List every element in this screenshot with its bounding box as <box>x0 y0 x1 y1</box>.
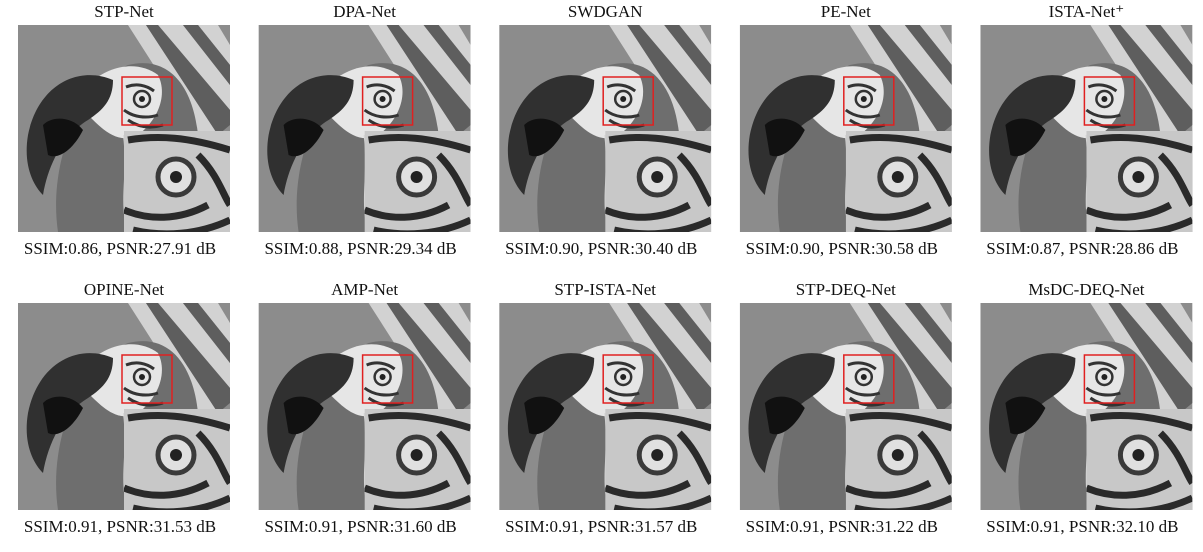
panel-title: ISTA-Net⁺ <box>1049 2 1125 21</box>
panel-title: OPINE-Net <box>84 280 165 299</box>
panel-title: PE-Net <box>821 2 871 21</box>
panel-caption: SSIM:0.91, PSNR:31.22 dB <box>746 517 938 536</box>
panel-image <box>259 303 471 512</box>
panel-image <box>18 25 230 234</box>
panel-title: STP-DEQ-Net <box>796 280 896 299</box>
panel-image <box>980 303 1192 512</box>
panel-caption: SSIM:0.91, PSNR:31.57 dB <box>505 517 697 536</box>
panel-image <box>980 25 1192 234</box>
panel-image <box>740 25 952 234</box>
panel-caption: SSIM:0.88, PSNR:29.34 dB <box>264 239 456 258</box>
panel-image <box>740 303 952 512</box>
panel-title: STP-Net <box>94 2 154 21</box>
panel-caption: SSIM:0.90, PSNR:30.58 dB <box>746 239 938 258</box>
panel-caption: SSIM:0.90, PSNR:30.40 dB <box>505 239 697 258</box>
panel-caption: SSIM:0.91, PSNR:31.60 dB <box>264 517 456 536</box>
panel-image <box>259 25 471 234</box>
panel-image <box>499 25 711 234</box>
panel-caption: SSIM:0.86, PSNR:27.91 dB <box>24 239 216 258</box>
panel-title: SWDGAN <box>568 2 643 21</box>
panel-title: MsDC-DEQ-Net <box>1028 280 1144 299</box>
panel-caption: SSIM:0.91, PSNR:32.10 dB <box>986 517 1178 536</box>
panel-caption: SSIM:0.91, PSNR:31.53 dB <box>24 517 216 536</box>
figure: STP-Net SSIM:0.86, PSNR:27.91 dB DPA-Net SS… <box>0 0 1203 552</box>
panel-title: STP-ISTA-Net <box>554 280 656 299</box>
panel-caption: SSIM:0.87, PSNR:28.86 dB <box>986 239 1178 258</box>
panel-title: DPA-Net <box>333 2 396 21</box>
panel-image <box>499 303 711 512</box>
panel-title: AMP-Net <box>331 280 398 299</box>
panel-image <box>18 303 230 512</box>
